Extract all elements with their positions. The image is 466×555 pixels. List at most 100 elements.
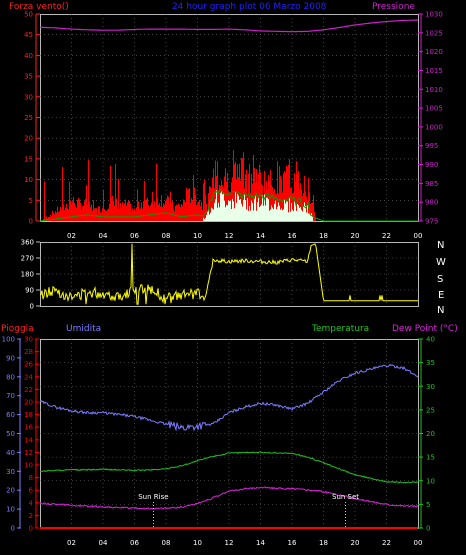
tick-label: 16 [288, 232, 297, 240]
tick-label: 80 [6, 373, 15, 381]
tick-label: 50 [6, 430, 15, 438]
tick-label: 14 [24, 436, 33, 444]
compass-label: E [438, 290, 444, 301]
tick-label: 06 [130, 539, 139, 547]
tick-label: 30 [6, 468, 15, 476]
tick-label: 06 [130, 232, 139, 240]
tick-label: 28 [24, 348, 33, 356]
tick-label: 990 [425, 161, 438, 169]
tick-label: 15 [24, 155, 33, 163]
wind-average-line [39, 188, 418, 222]
tick-label: 12 [24, 449, 33, 457]
tick-label: 20 [426, 430, 435, 438]
tick-label: 10 [24, 462, 33, 470]
tick-label: 16 [24, 424, 33, 432]
tick-label: 90 [25, 287, 34, 295]
dewpoint-line [39, 486, 419, 511]
tick-label: 25 [426, 406, 435, 414]
climate-series [39, 363, 419, 529]
direction-series [39, 243, 418, 305]
dewpoint-axis-label: Dew Point (°C) [392, 324, 458, 334]
tick-label: 10 [6, 506, 15, 514]
tick-label: 40 [24, 52, 33, 60]
wind-time-axis: 02 04 06 08 10 12 14 16 18 20 22 00 [67, 232, 422, 240]
sun-marker-label: Sun Rise [138, 493, 168, 501]
tick-label: 18 [24, 411, 33, 419]
compass-label: S [437, 274, 443, 285]
tick-label: 14 [256, 232, 265, 240]
tick-label: 10 [426, 477, 435, 485]
climate-time-axis: 02 04 06 08 10 12 14 16 18 20 22 00 [67, 539, 422, 547]
direction-panel-frame [40, 242, 419, 307]
temperature-axis: 0 5 10 15 20 25 30 35 40 [418, 336, 435, 533]
wind-series [39, 19, 419, 222]
tick-label: 20 [24, 399, 33, 407]
wind-direction-line [39, 243, 418, 305]
tick-label: 40 [6, 449, 15, 457]
tick-label: 985 [425, 180, 438, 188]
tick-label: 5 [29, 197, 33, 205]
chart-title: 24 hour graph plot 06 Marzo 2008 [172, 2, 327, 12]
tick-label: 10 [193, 539, 202, 547]
tick-label: 0 [29, 218, 33, 226]
tick-label: 60 [6, 411, 15, 419]
tick-label: 26 [24, 361, 33, 369]
tick-label: 360 [21, 239, 34, 247]
wind-grid [40, 14, 418, 221]
tick-label: 10 [24, 176, 33, 184]
tick-label: 1010 [425, 86, 443, 94]
tick-label: 24 [24, 373, 33, 381]
humidity-axis-label: Umidita [66, 324, 101, 334]
tick-label: 1000 [425, 123, 443, 131]
tick-label: 35 [426, 359, 435, 367]
tick-label: 980 [425, 199, 438, 207]
tick-label: 30 [426, 383, 435, 391]
tick-label: 00 [414, 539, 423, 547]
tick-label: 04 [99, 232, 108, 240]
tick-label: 995 [425, 142, 438, 150]
tick-label: 16 [288, 539, 297, 547]
compass-label: W [436, 257, 446, 268]
tick-label: 10 [193, 232, 202, 240]
tick-label: 975 [425, 218, 438, 226]
tick-label: 0 [30, 303, 34, 311]
tick-label: 25 [24, 114, 33, 122]
tick-label: 20 [6, 487, 15, 495]
tick-label: 0 [11, 525, 15, 533]
tick-label: 20 [351, 539, 360, 547]
tick-label: 5 [426, 501, 430, 509]
tick-label: 6 [29, 487, 34, 495]
tick-label: 18 [319, 232, 328, 240]
tick-label: 50 [24, 11, 33, 19]
tick-label: 0 [29, 525, 33, 533]
pressure-axis: 975 980 985 990 995 1000 1005 1010 1015 1020 1025 1… [418, 11, 443, 226]
tick-label: 4 [29, 499, 34, 507]
tick-label: 45 [24, 31, 33, 39]
tick-label: 100 [2, 336, 15, 344]
tick-label: 1015 [425, 67, 443, 75]
tick-label: 1025 [425, 29, 443, 37]
tick-label: 22 [382, 539, 391, 547]
tick-label: 15 [426, 454, 435, 462]
humidity-line [39, 363, 419, 432]
tick-label: 04 [99, 539, 108, 547]
tick-label: 02 [67, 539, 76, 547]
tick-label: 90 [6, 354, 15, 362]
temperature-line [39, 451, 419, 484]
tick-label: 2 [29, 512, 33, 520]
pressure-axis-label: Pressione [372, 2, 415, 12]
tick-label: 1030 [425, 11, 443, 19]
tick-label: 30 [24, 336, 33, 344]
direction-axis: 0 90 180 270 360 [21, 239, 40, 311]
tick-label: 0 [426, 525, 430, 533]
tick-label: 00 [414, 232, 423, 240]
tick-label: 35 [24, 73, 33, 81]
compass-labels: N W S E N [436, 240, 446, 316]
tick-label: 1005 [425, 105, 443, 113]
tick-label: 20 [24, 135, 33, 143]
wind-panel-frame [40, 14, 419, 222]
direction-panel: 0 90 180 270 360 N W S E N [21, 239, 446, 317]
